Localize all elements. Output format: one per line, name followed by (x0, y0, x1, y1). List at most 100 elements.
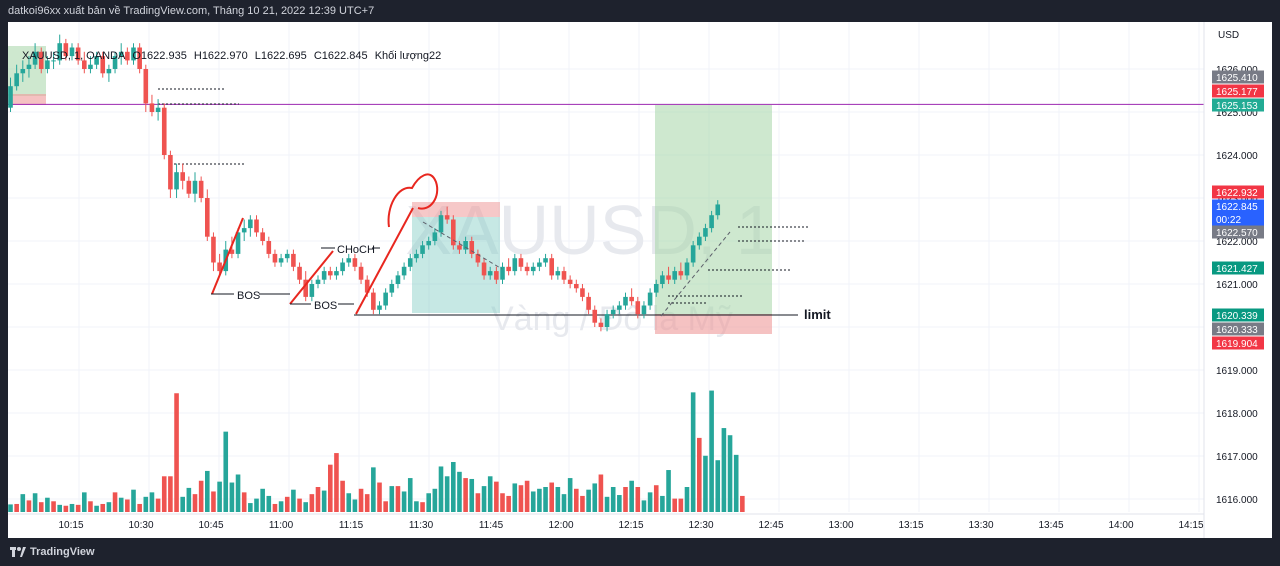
volume-bar (617, 495, 622, 512)
volume-bar (666, 470, 671, 512)
candle-body (401, 266, 407, 276)
hand-drawn-circle[interactable] (387, 173, 439, 228)
candle-body (561, 271, 567, 280)
limit-label: limit (804, 307, 831, 322)
volume-bar (315, 487, 321, 512)
volume-bar (260, 488, 265, 512)
candle-body (457, 245, 462, 250)
candle-body (57, 43, 62, 61)
tradingview-logo-icon (10, 547, 26, 557)
position-target-zone[interactable] (412, 217, 500, 313)
candle-body (14, 73, 19, 87)
volume-bar (100, 503, 106, 512)
position-target-zone[interactable] (655, 105, 772, 315)
volume-bar (217, 481, 222, 512)
volume-bar (389, 486, 395, 512)
volume-bar (598, 474, 604, 512)
candle-body (481, 262, 487, 276)
candle-body (278, 258, 284, 263)
plot-area[interactable] (8, 22, 1204, 538)
candle-body (8, 86, 13, 108)
price-tag[interactable] (1212, 185, 1264, 199)
volume-bar (709, 390, 714, 512)
volume-bar (45, 497, 50, 512)
legend-volume: Khối lượng22 (374, 50, 442, 62)
tradingview-brand[interactable]: TradingView (10, 546, 95, 558)
candle-body (451, 219, 456, 246)
price-tag[interactable] (1212, 322, 1264, 336)
legend-low: L1622.695 (254, 50, 307, 62)
position-stop-zone[interactable] (8, 94, 46, 105)
candle-body (610, 309, 616, 315)
candle-body (463, 241, 468, 250)
impulse-line[interactable] (211, 217, 244, 295)
price-tag[interactable] (1212, 212, 1264, 226)
price-tag[interactable] (1212, 308, 1264, 322)
candle-body (690, 245, 696, 263)
candle-body (672, 271, 677, 280)
price-tick-label: 1621.000 (1216, 280, 1258, 291)
candle-body (82, 60, 87, 69)
candle-body (678, 271, 684, 276)
impulse-line[interactable] (289, 250, 334, 305)
candle-body (469, 241, 475, 254)
price-tag[interactable] (1212, 199, 1264, 213)
time-tick-label: 14:15 (1178, 520, 1203, 531)
volume-bar (51, 501, 56, 512)
price-tag[interactable] (1212, 98, 1264, 112)
volume-bar (8, 504, 13, 512)
candle-body (629, 296, 634, 302)
volume-bar (161, 476, 167, 512)
legend-close: C1622.845 (313, 50, 368, 62)
candle-body (45, 60, 50, 69)
volume-bar (352, 499, 358, 512)
volume-bar (512, 483, 518, 512)
volume-bar (604, 496, 610, 512)
price-tag-label: 1619.904 (1216, 339, 1258, 350)
candle-body (26, 64, 32, 69)
volume-bar (168, 476, 173, 512)
projection-line[interactable] (422, 221, 503, 270)
volume-bar (88, 501, 93, 512)
candle-body (334, 271, 339, 276)
time-tick-label: 11:15 (339, 520, 364, 531)
price-tag[interactable] (1212, 225, 1264, 239)
price-tag[interactable] (1212, 70, 1264, 84)
candle-body (51, 60, 56, 62)
candle-body (75, 47, 81, 61)
position-stop-zone[interactable] (412, 202, 500, 217)
volume-bar (377, 482, 382, 512)
volume-bar (241, 492, 247, 512)
candle-body (284, 253, 290, 259)
candle-body (192, 180, 198, 194)
impulse-line[interactable] (355, 207, 414, 315)
candle-body (180, 172, 185, 181)
candle-body (432, 232, 438, 241)
bos-label: BOS (314, 300, 337, 312)
candle-body (174, 172, 179, 190)
candle-body (248, 219, 253, 229)
bos-label: BOS (237, 290, 260, 302)
price-tag[interactable] (1212, 261, 1264, 275)
volume-bar (137, 503, 142, 512)
candle-body (241, 228, 247, 233)
brand-name: TradingView (30, 546, 95, 558)
price-tag[interactable] (1212, 84, 1264, 98)
candle-body (358, 266, 364, 280)
candle-body (88, 64, 93, 69)
chart-frame[interactable]: XAUUSD, 1 Vàng / Đô la Mỹ limit BOS BOS CHoCH… (8, 22, 1272, 538)
candle-body (186, 180, 192, 194)
volume-bar (530, 491, 536, 512)
price-tag-label: 1622.845 (1216, 202, 1258, 213)
position-stop-zone[interactable] (655, 314, 772, 334)
candle-body (94, 56, 99, 65)
candle-body (635, 301, 641, 315)
candle-body (161, 107, 167, 155)
candle-body (266, 241, 272, 254)
price-tick-label: 1617.000 (1216, 452, 1258, 463)
price-tag[interactable] (1212, 336, 1264, 350)
volume-bar (684, 487, 690, 512)
candle-body (254, 219, 259, 233)
candle-body (352, 258, 358, 267)
